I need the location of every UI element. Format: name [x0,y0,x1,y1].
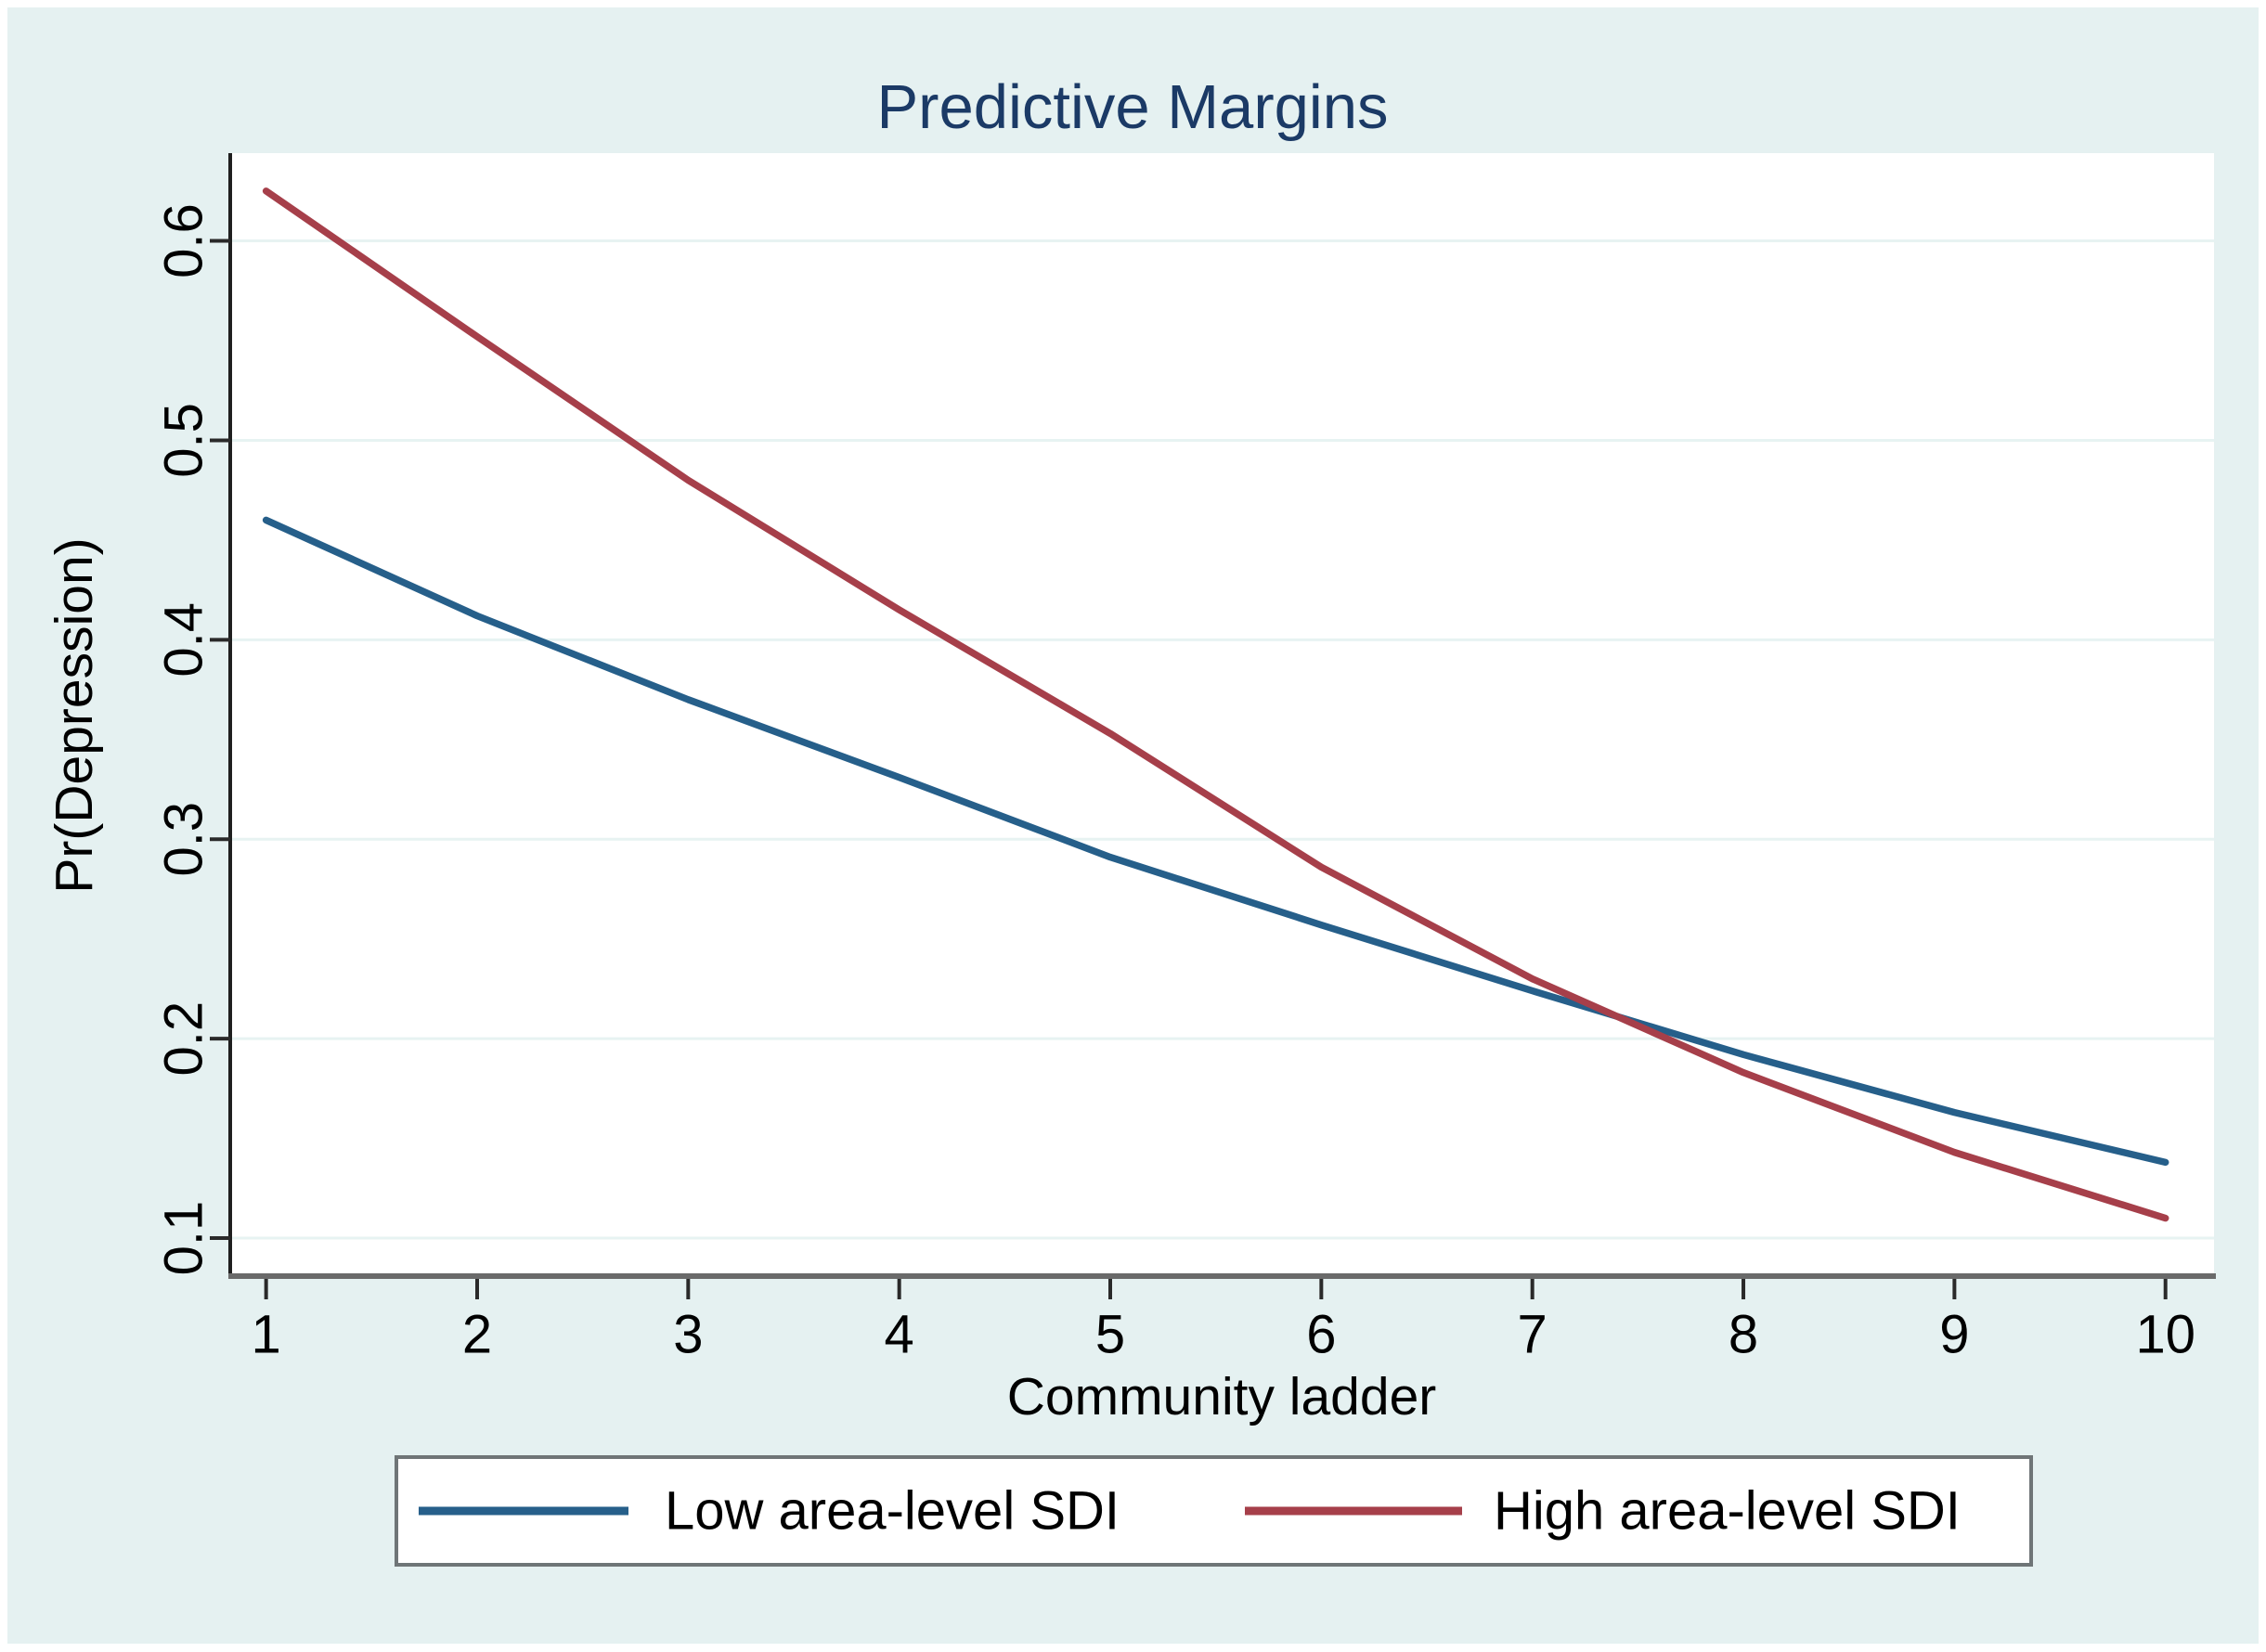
chart-title: Predictive Margins [876,72,1388,142]
x-tick-label-8: 8 [1729,1305,1758,1365]
legend-label-high-sdi: High area-level SDI [1494,1481,1961,1542]
legend-label-low-sdi: Low area-level SDI [665,1481,1120,1542]
y-tick-label-0.4: 0.4 [154,602,214,678]
x-tick-label-2: 2 [462,1305,492,1365]
x-tick-label-9: 9 [1939,1305,1969,1365]
x-tick-label-7: 7 [1518,1305,1547,1365]
x-tick-label-6: 6 [1306,1305,1336,1365]
x-tick-label-1: 1 [252,1305,281,1365]
y-tick-label-0.5: 0.5 [154,403,214,478]
x-axis-ticks: 1 2 3 4 5 6 7 8 9 10 [252,1279,2195,1365]
y-axis-ticks: 0.1 0.2 0.3 0.4 0.5 0.6 [154,203,230,1276]
series-line-low-sdi [262,516,2169,1167]
legend-item-low-sdi: Low area-level SDI [419,1481,1120,1542]
series-lines [262,187,2169,1222]
y-tick-label-0.3: 0.3 [154,802,214,877]
legend-item-high-sdi: High area-level SDI [1245,1481,1961,1542]
series-line-high-sdi [262,187,2169,1222]
y-tick-label-0.1: 0.1 [154,1201,214,1276]
y-tick-label-0.2: 0.2 [154,1001,214,1077]
x-tick-label-10: 10 [2135,1305,2195,1365]
y-tick-label-0.6: 0.6 [154,203,214,278]
legend-box [395,1455,2033,1567]
x-axis-title: Community ladder [1007,1367,1437,1426]
plot-area [230,153,2214,1278]
legend: Low area-level SDI High area-level SDI [395,1455,2033,1567]
x-tick-label-3: 3 [673,1305,703,1365]
x-tick-label-4: 4 [885,1305,914,1365]
y-axis-title: Pr(Depression) [45,537,104,893]
x-tick-label-5: 5 [1095,1305,1125,1365]
gridlines [232,239,2214,1240]
